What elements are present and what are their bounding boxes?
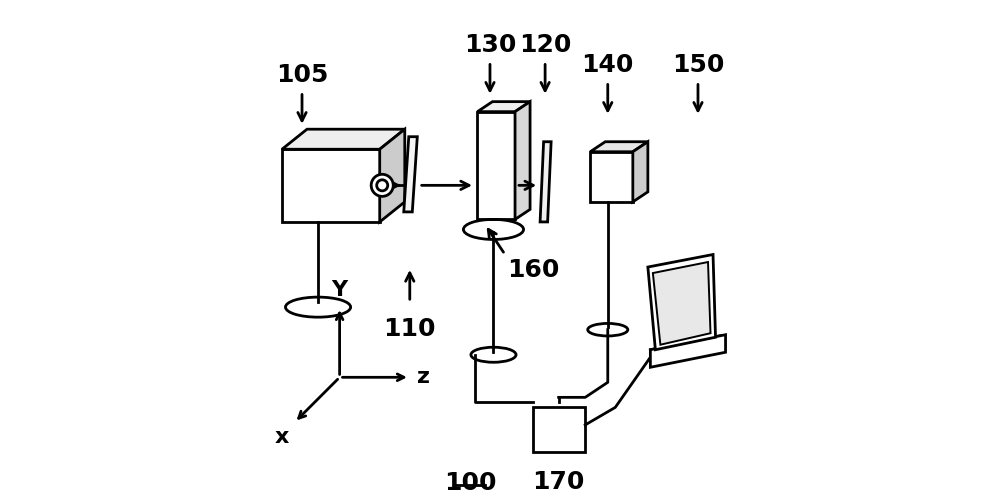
Polygon shape [477,102,530,112]
Polygon shape [648,255,716,350]
Polygon shape [653,262,711,345]
Polygon shape [633,142,648,202]
Polygon shape [540,142,551,222]
Text: 120: 120 [519,33,571,56]
Text: 140: 140 [582,52,634,77]
Polygon shape [380,129,405,222]
Text: z: z [417,367,430,387]
Polygon shape [282,149,380,222]
Text: 160: 160 [508,258,560,282]
Text: Y: Y [332,280,348,299]
Polygon shape [590,142,648,152]
Polygon shape [515,102,530,219]
Text: 110: 110 [384,317,436,341]
Text: 100: 100 [444,471,496,494]
Circle shape [371,174,393,197]
Text: 105: 105 [276,62,328,87]
Polygon shape [590,152,633,202]
Text: 170: 170 [532,470,585,494]
Polygon shape [282,129,405,149]
Polygon shape [477,112,515,219]
Text: 130: 130 [464,33,516,56]
Polygon shape [404,137,417,212]
Polygon shape [650,335,726,367]
Text: x: x [275,427,289,448]
Polygon shape [533,407,585,453]
Circle shape [377,180,388,191]
Text: 150: 150 [672,52,724,77]
